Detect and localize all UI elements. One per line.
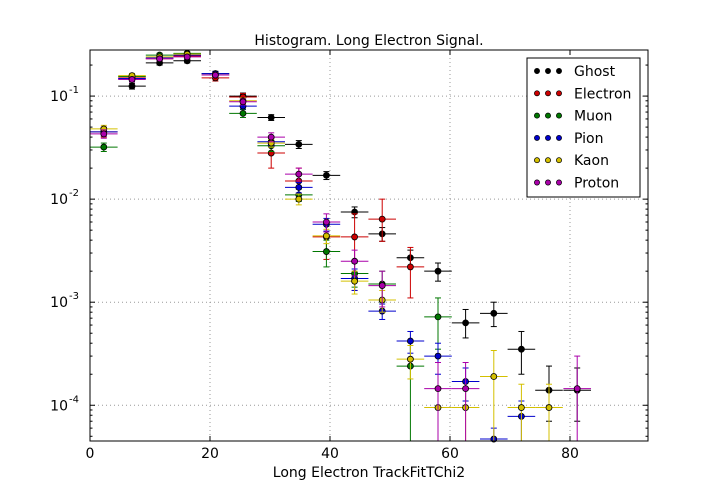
data-point — [434, 352, 442, 360]
data-point — [322, 218, 330, 226]
data-point — [406, 263, 414, 271]
data-point — [573, 385, 581, 393]
data-point — [267, 114, 275, 121]
data-point — [295, 195, 303, 203]
legend-marker — [545, 112, 551, 119]
data-point — [406, 337, 414, 345]
y-tick-exponent: -3 — [69, 291, 79, 302]
legend-item-kaon: Kaon — [534, 153, 609, 169]
legend-marker — [556, 179, 562, 186]
legend-marker — [534, 68, 540, 74]
legend-marker — [534, 157, 540, 164]
x-axis-label: Long Electron TrackFitTChi2 — [273, 465, 465, 481]
y-tick-label: 10 — [50, 398, 68, 414]
y-tick-exponent: -2 — [69, 188, 79, 199]
data-point — [351, 233, 359, 241]
legend-label: Kaon — [574, 153, 609, 169]
data-point — [351, 257, 359, 265]
data-point — [434, 267, 442, 275]
legend-item-pion: Pion — [534, 131, 603, 147]
legend-marker — [545, 179, 551, 186]
legend-label: Pion — [574, 131, 603, 147]
x-tick-label: 20 — [201, 446, 219, 462]
legend: Ghost Electron Muon Pion Kaon Proton — [526, 57, 641, 198]
legend-marker — [556, 68, 562, 74]
data-point — [545, 404, 553, 411]
data-point — [239, 109, 247, 117]
data-point — [490, 373, 498, 380]
legend-item-ghost: Ghost — [534, 64, 616, 80]
data-point — [239, 98, 247, 106]
x-tick-label: 40 — [321, 446, 339, 462]
legend-marker — [534, 134, 540, 141]
legend-marker — [534, 112, 540, 119]
data-point — [267, 133, 275, 141]
x-tick-label: 0 — [86, 446, 95, 462]
y-tick-label: 10 — [50, 192, 68, 208]
data-point — [322, 171, 330, 179]
legend-label: Ghost — [574, 64, 616, 80]
x-tick-label: 80 — [561, 446, 579, 462]
data-point — [100, 143, 108, 151]
data-point — [378, 282, 386, 289]
legend-label: Proton — [574, 176, 619, 192]
data-points — [90, 49, 591, 443]
data-point — [434, 313, 442, 321]
data-point — [183, 53, 191, 61]
chart-title: Histogram. Long Electron Signal. — [254, 33, 483, 49]
legend-label: Electron — [574, 86, 631, 102]
data-point — [518, 404, 525, 411]
data-point — [518, 345, 525, 353]
data-point — [462, 319, 470, 327]
series-proton — [90, 53, 591, 442]
data-point — [295, 170, 303, 178]
data-point — [351, 277, 359, 285]
plot-frame — [89, 49, 649, 442]
legend-marker — [534, 90, 540, 97]
data-point — [322, 232, 330, 240]
legend-item-muon: Muon — [534, 109, 612, 125]
legend-marker — [545, 68, 551, 74]
data-point — [156, 55, 164, 63]
data-point — [128, 82, 136, 90]
data-point — [128, 76, 136, 83]
legend-item-proton: Proton — [534, 176, 619, 192]
legend-marker — [556, 157, 562, 164]
data-point — [462, 385, 470, 393]
data-point — [295, 183, 303, 191]
legend-marker — [556, 90, 562, 97]
legend-box — [526, 57, 641, 198]
data-point — [211, 71, 219, 79]
data-point — [322, 248, 330, 255]
y-tick-label: 10 — [50, 295, 68, 311]
x-tick-label: 60 — [441, 446, 459, 462]
data-point — [100, 130, 108, 138]
y-tick-exponent: -1 — [69, 85, 79, 96]
legend-marker — [545, 90, 551, 97]
legend-label: Muon — [574, 109, 612, 125]
legend-marker — [556, 134, 562, 141]
legend-item-electron: Electron — [534, 86, 631, 102]
data-point — [295, 140, 303, 148]
data-point — [406, 355, 414, 363]
y-tick-label: 10 — [50, 89, 68, 105]
data-point — [434, 385, 442, 393]
data-point — [490, 309, 498, 317]
legend-marker — [556, 112, 562, 119]
y-tick-exponent: -4 — [69, 394, 79, 405]
data-point — [378, 215, 386, 223]
legend-marker — [545, 134, 551, 141]
legend-marker — [545, 157, 551, 164]
legend-marker — [534, 179, 540, 186]
legend-entries: Ghost Electron Muon Pion Kaon Proton — [534, 64, 631, 192]
